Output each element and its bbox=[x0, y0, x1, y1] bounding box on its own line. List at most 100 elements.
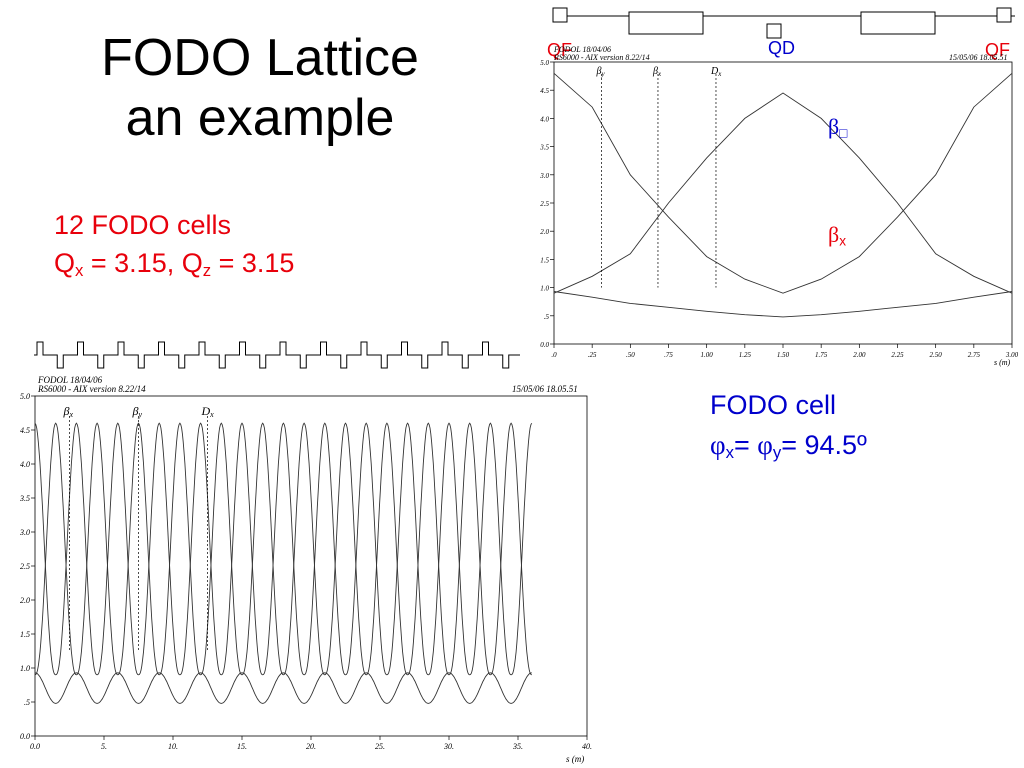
chart2-series-2 bbox=[34, 672, 532, 704]
chart2-xtick-label: 35. bbox=[512, 742, 523, 751]
chart1-ytick-label: 0.0 bbox=[540, 341, 549, 349]
chart2-ytick-label: 1.0 bbox=[20, 664, 30, 673]
chart2-header-right: 15/05/06 18.05.51 bbox=[512, 384, 578, 394]
chart2-xlabel: s (m) bbox=[566, 754, 584, 764]
chart1-series-0 bbox=[553, 72, 1013, 294]
qd-label: QD bbox=[768, 38, 795, 58]
chart2-header-left-1: FODOL 18/04/06 bbox=[37, 375, 103, 385]
chart1-ytick-label: 3.5 bbox=[539, 144, 549, 152]
chart2-marker-label: Dx bbox=[201, 404, 215, 419]
tune-z-value: = 3.15 bbox=[211, 248, 295, 278]
chart2-ytick-label: 1.5 bbox=[20, 630, 30, 639]
qf-label-right: QF bbox=[985, 40, 1010, 60]
chart1-xtick-label: 2.75 bbox=[968, 351, 981, 359]
chart2-ytick-label: 4.0 bbox=[20, 460, 30, 469]
chart1-xtick-label: 1.25 bbox=[739, 351, 752, 359]
chart1-header-right: 15/05/06 18.05.51 bbox=[949, 53, 1007, 62]
chart1-xtick-label: 2.00 bbox=[853, 351, 866, 359]
chart2-xtick-label: 40. bbox=[582, 742, 592, 751]
chart1-xlabel: s (m) bbox=[994, 358, 1011, 367]
chart1-ytick-label: 2.0 bbox=[540, 228, 549, 236]
chart1-xtick-label: .50 bbox=[626, 351, 635, 359]
qf-magnet-left bbox=[552, 7, 568, 23]
phi-x: φ bbox=[710, 430, 726, 460]
chart1-ytick-label: .5 bbox=[544, 313, 550, 321]
chart2-xtick-label: 25. bbox=[375, 742, 385, 751]
chart1-xtick-label: .75 bbox=[664, 351, 673, 359]
cells-count: 12 FODO cells bbox=[54, 210, 232, 240]
chart2-xtick-label: 30. bbox=[443, 742, 454, 751]
chart2-xtick-label: 0.0 bbox=[30, 742, 40, 751]
chart1-xtick-label: 1.00 bbox=[701, 351, 714, 359]
tune-values: Qx = 3.15, Qz = 3.15 bbox=[54, 244, 294, 290]
chart2-ytick-label: 2.5 bbox=[20, 562, 30, 571]
chart1-frame bbox=[553, 61, 1013, 345]
chart2-header-left-2: RS6000 - AIX version 8.22/14 bbox=[37, 384, 146, 394]
chart2-ytick-label: 3.0 bbox=[19, 528, 30, 537]
dipole-right bbox=[860, 11, 936, 35]
chart2-marker-label: βx bbox=[63, 404, 74, 419]
chart2-xtick-label: 15. bbox=[237, 742, 247, 751]
lattice-strip-ring bbox=[34, 341, 520, 369]
chart2-ytick-label: 2.0 bbox=[20, 596, 30, 605]
tune-z-sub: z bbox=[202, 261, 212, 281]
chart1-ytick-label: 4.5 bbox=[540, 87, 549, 95]
chart1-series-1 bbox=[553, 92, 1013, 294]
chart1-ytick-label: 2.5 bbox=[540, 200, 549, 208]
dipole-left bbox=[628, 11, 704, 35]
chart2-xtick-label: 10. bbox=[168, 742, 178, 751]
qd-magnet bbox=[766, 23, 782, 39]
beta-y-sub: □ bbox=[839, 125, 848, 141]
chart1-ytick-label: 5.0 bbox=[540, 59, 549, 67]
chart1-marker-label: βx bbox=[652, 66, 662, 78]
chart1-marker-label: Dx bbox=[710, 66, 722, 78]
chart1-ytick-label: 1.5 bbox=[540, 256, 549, 264]
chart2-frame bbox=[34, 395, 588, 737]
beta-y-symbol: β bbox=[828, 114, 840, 139]
beta-x-symbol: β bbox=[828, 222, 840, 247]
beta-y-label: β□ bbox=[828, 114, 847, 140]
chart1-xtick-label: 1.75 bbox=[815, 351, 828, 359]
fodo-cell-chart: FODOL 18/04/06 RS6000 - AIX version 8.22… bbox=[539, 45, 1019, 367]
phi-y: φ bbox=[757, 430, 773, 460]
title-line-2: an example bbox=[125, 89, 395, 147]
phi-x-sub: x bbox=[725, 443, 734, 463]
chart2-xtick-label: 20. bbox=[306, 742, 316, 751]
lattice-strip: QF QD QF bbox=[547, 7, 1015, 60]
phase-value: = 94.5º bbox=[781, 430, 867, 460]
ring-beta-chart: FODOL 18/04/06 RS6000 - AIX version 8.22… bbox=[19, 375, 592, 764]
qf-magnet-right bbox=[996, 7, 1012, 23]
chart2-ytick-label: .5 bbox=[24, 698, 30, 707]
chart1-xtick-label: 2.50 bbox=[930, 351, 943, 359]
chart1-header-left-1: FODOL 18/04/06 bbox=[553, 45, 611, 54]
tune-x-value: = 3.15, Q bbox=[83, 248, 203, 278]
chart1-series-2 bbox=[553, 291, 1013, 318]
chart2-ytick-label: 3.5 bbox=[19, 494, 30, 503]
chart1-xtick-label: 3.00 bbox=[1005, 351, 1019, 359]
phase-advance: φx= φy= 94.5º bbox=[710, 425, 867, 473]
slide-title: FODO Lattice an example bbox=[40, 28, 480, 148]
fodo-cell-label: FODO cell bbox=[710, 390, 837, 420]
fodo-cell-note: FODO cell φx= φy= 94.5º bbox=[710, 385, 867, 473]
chart2-series-0 bbox=[34, 422, 533, 676]
beta-x-label: βx bbox=[828, 222, 846, 248]
chart1-xtick-label: 1.50 bbox=[777, 351, 790, 359]
qf-label-left: QF bbox=[547, 40, 572, 60]
beta-x-sub: x bbox=[839, 233, 847, 249]
chart2-ytick-label: 0.0 bbox=[20, 732, 30, 741]
chart1-ytick-label: 3.0 bbox=[539, 172, 549, 180]
chart1-xtick-label: 2.25 bbox=[891, 351, 904, 359]
chart1-xtick-label: .25 bbox=[588, 351, 597, 359]
chart1-ytick-label: 4.0 bbox=[540, 115, 549, 123]
chart1-xtick-label: .0 bbox=[551, 351, 557, 359]
tune-q: Q bbox=[54, 248, 76, 278]
phi-y-sub: y bbox=[772, 443, 782, 463]
chart1-header-left-2: RS6000 - AIX version 8.22/14 bbox=[553, 53, 650, 62]
chart1-marker-label: βy bbox=[595, 66, 605, 78]
chart2-marker-label: βy bbox=[132, 404, 143, 419]
lattice-info: 12 FODO cells Qx = 3.15, Qz = 3.15 bbox=[54, 206, 294, 290]
phi-equals: = bbox=[733, 430, 758, 460]
chart2-series-1 bbox=[34, 422, 532, 676]
chart2-xtick-label: 5. bbox=[101, 742, 107, 751]
chart1-ytick-label: 1.0 bbox=[540, 285, 549, 293]
